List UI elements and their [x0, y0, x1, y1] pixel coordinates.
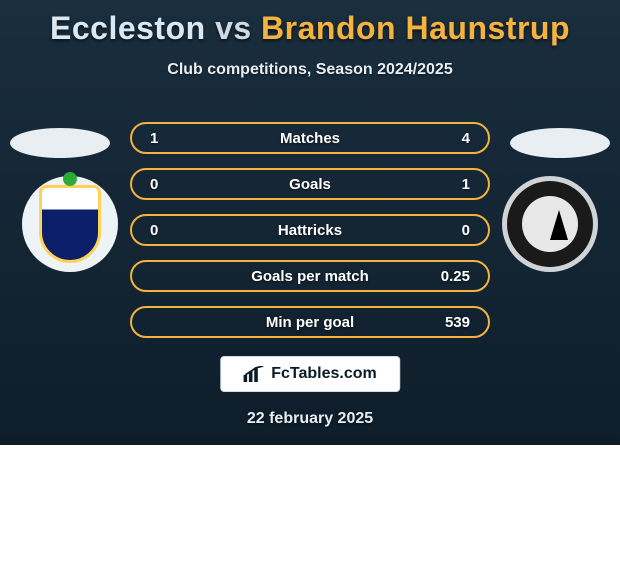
stat-left-value: 1 [150, 130, 190, 147]
stat-right-value: 4 [430, 130, 470, 147]
flag-right [510, 128, 610, 158]
date-label: 22 february 2025 [0, 410, 620, 428]
stat-left-value: 0 [150, 222, 190, 239]
title-player2: Brandon Haunstrup [261, 10, 570, 46]
stat-label: Min per goal [190, 314, 430, 331]
stat-left-value: 0 [150, 176, 190, 193]
page-title: Eccleston vs Brandon Haunstrup [0, 0, 620, 47]
stat-row-goals: 0 Goals 1 [130, 168, 490, 200]
stat-row-gpm: Goals per match 0.25 [130, 260, 490, 292]
branding-text: FcTables.com [271, 365, 377, 383]
stat-row-mpg: Min per goal 539 [130, 306, 490, 338]
stat-label: Matches [190, 130, 430, 147]
title-player1: Eccleston [50, 10, 206, 46]
stat-label: Goals [190, 176, 430, 193]
stat-right-value: 0.25 [430, 268, 470, 285]
comparison-panel: Eccleston vs Brandon Haunstrup Club comp… [0, 0, 620, 445]
flag-left [10, 128, 110, 158]
stat-row-hattricks: 0 Hattricks 0 [130, 214, 490, 246]
title-vs: vs [215, 10, 252, 46]
branding-badge: FcTables.com [220, 356, 400, 392]
stat-right-value: 539 [430, 314, 470, 331]
stat-row-matches: 1 Matches 4 [130, 122, 490, 154]
stat-label: Goals per match [190, 268, 430, 285]
club-crest-right [502, 176, 598, 272]
stat-right-value: 0 [430, 222, 470, 239]
subtitle: Club competitions, Season 2024/2025 [0, 61, 620, 79]
stats-list: 1 Matches 4 0 Goals 1 0 Hattricks 0 Goal… [130, 122, 490, 338]
stat-label: Hattricks [190, 222, 430, 239]
bars-icon [243, 366, 265, 382]
club-crest-left [22, 176, 118, 272]
stat-right-value: 1 [430, 176, 470, 193]
